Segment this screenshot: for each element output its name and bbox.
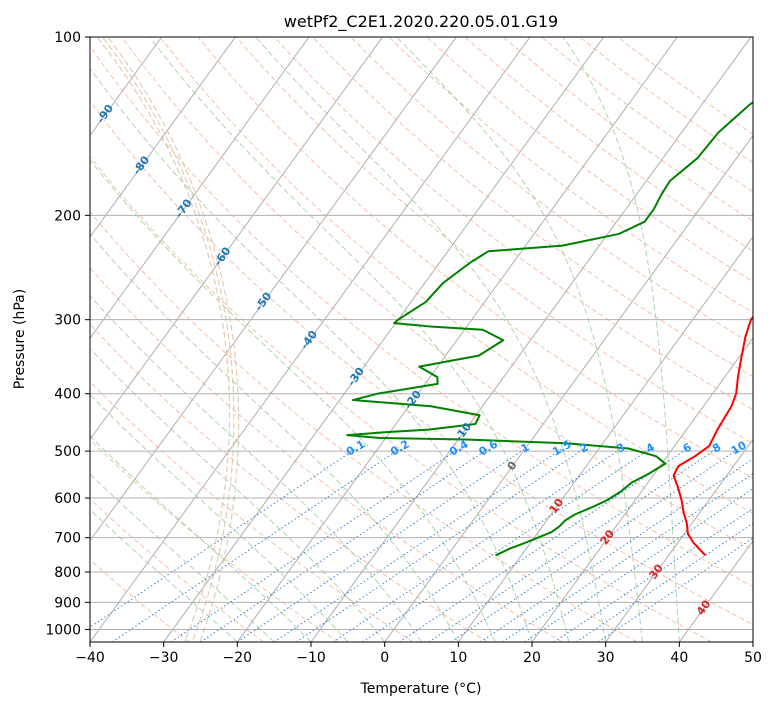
mixing-ratio-line: [524, 488, 753, 642]
x-tick-label: 10: [449, 650, 467, 666]
dry-adiabat-line: [159, 37, 753, 514]
x-tick-label: 40: [670, 650, 688, 666]
moist-adiabat-line: [90, 347, 386, 642]
mixing-ratio-line: [553, 507, 753, 642]
mixing-ratio-line: [295, 448, 585, 642]
moist-adiabat-line: [255, 37, 607, 642]
y-tick-label: 200: [54, 208, 81, 224]
moist-adiabat-line: [90, 295, 422, 642]
mixing-ratio-line: [480, 458, 753, 642]
isotherm-line: [605, 438, 753, 642]
dry-adiabat-line: [274, 37, 753, 411]
dry-adiabat-line: [312, 37, 753, 378]
dewpoint-profile: [346, 101, 753, 557]
y-tick-label: 400: [54, 387, 81, 403]
mixing-ratio-line: [428, 448, 718, 642]
reference-arc: [101, 37, 235, 642]
mixing-ratio-line: [575, 522, 753, 642]
x-tick-label: −10: [296, 650, 326, 666]
y-tick-label: 100: [54, 30, 81, 46]
isotherm-line: [163, 37, 605, 642]
y-axis: 100 200 300 400 500 600 700 800 900 1000: [45, 30, 90, 638]
dry-adiabat-line: [197, 37, 753, 479]
isotherm-line: [752, 641, 753, 642]
reference-arc: [95, 37, 231, 642]
x-tick-label: 30: [597, 650, 615, 666]
mixing-ratio-line: [90, 448, 357, 628]
mixing-ratio-line: [237, 448, 526, 642]
moist-adiabat-line: [562, 37, 680, 642]
x-tick-label: 50: [744, 650, 762, 666]
y-tick-label: 300: [54, 313, 81, 329]
mixing-ratio-line: [399, 448, 688, 642]
dry-adiabat-line: [503, 37, 753, 222]
mixing-ratio-line: [200, 448, 489, 642]
dry-adiabat-line: [90, 100, 753, 626]
y-tick-label: 500: [54, 444, 81, 460]
background-lines: [90, 37, 753, 642]
mixing-ratio-line: [362, 448, 651, 642]
y-tick-label: 900: [54, 595, 81, 611]
moist-adiabat-line: [149, 37, 570, 642]
isotherm-line: [236, 37, 678, 642]
x-axis: −40 −30 −20 −10 0 10 20 30 40 50: [75, 642, 762, 666]
mixing-ratio-line: [598, 537, 753, 642]
dry-adiabat-line: [90, 211, 638, 642]
y-axis-label: Pressure (hPa): [12, 289, 28, 389]
y-tick-label: 1000: [45, 622, 81, 638]
profile-series: [346, 101, 753, 557]
x-tick-label: −20: [223, 650, 253, 666]
mixing-ratio-line: [332, 448, 622, 642]
dry-adiabat-line: [90, 45, 753, 588]
dry-adiabat-line: [235, 37, 753, 445]
isotherm-line: [90, 37, 310, 339]
x-axis-label: Temperature (°C): [360, 681, 482, 697]
dry-adiabat-line: [541, 37, 753, 193]
horizontal-grid: [90, 36, 753, 630]
plot-background: [90, 37, 753, 642]
moist-adiabat-line: [90, 159, 496, 642]
moist-adiabat-line: [90, 67, 533, 642]
x-tick-label: −30: [149, 650, 179, 666]
mixing-ratio-line: [450, 448, 740, 642]
x-tick-label: 20: [523, 650, 541, 666]
moist-adiabat-line: [90, 435, 312, 642]
y-tick-label: 800: [54, 565, 81, 581]
dry-adiabat-line: [426, 37, 753, 283]
dry-adiabat-line: [90, 267, 563, 642]
dry-adiabat-line: [90, 155, 712, 642]
isotherm-line: [90, 37, 531, 642]
reference-arc: [107, 37, 240, 642]
moist-adiabat-line: [90, 233, 459, 642]
dry-adiabat-line: [121, 37, 753, 551]
dry-adiabat-line: [90, 323, 488, 642]
mixing-ratio-line: [170, 448, 460, 642]
isotherm-line: [90, 37, 384, 441]
chart-title: wetPf2_C2E1.2020.220.05.01.G19: [284, 12, 558, 32]
x-tick-label: −40: [75, 650, 105, 666]
mixing-ratio-line: [111, 448, 401, 642]
isotherm-line: [90, 37, 457, 542]
temperature-profile: [672, 315, 753, 557]
y-tick-label: 600: [54, 491, 81, 507]
y-tick-label: 700: [54, 531, 81, 547]
isotherm-line: [531, 337, 753, 642]
x-tick-label: 0: [380, 650, 389, 666]
plot-frame: [89, 36, 754, 643]
mixing-ratio-line: [502, 473, 753, 642]
mixing-ratio-line: [273, 448, 563, 642]
isotherm-line: [384, 134, 753, 642]
dry-adiabat-line: [90, 498, 264, 642]
